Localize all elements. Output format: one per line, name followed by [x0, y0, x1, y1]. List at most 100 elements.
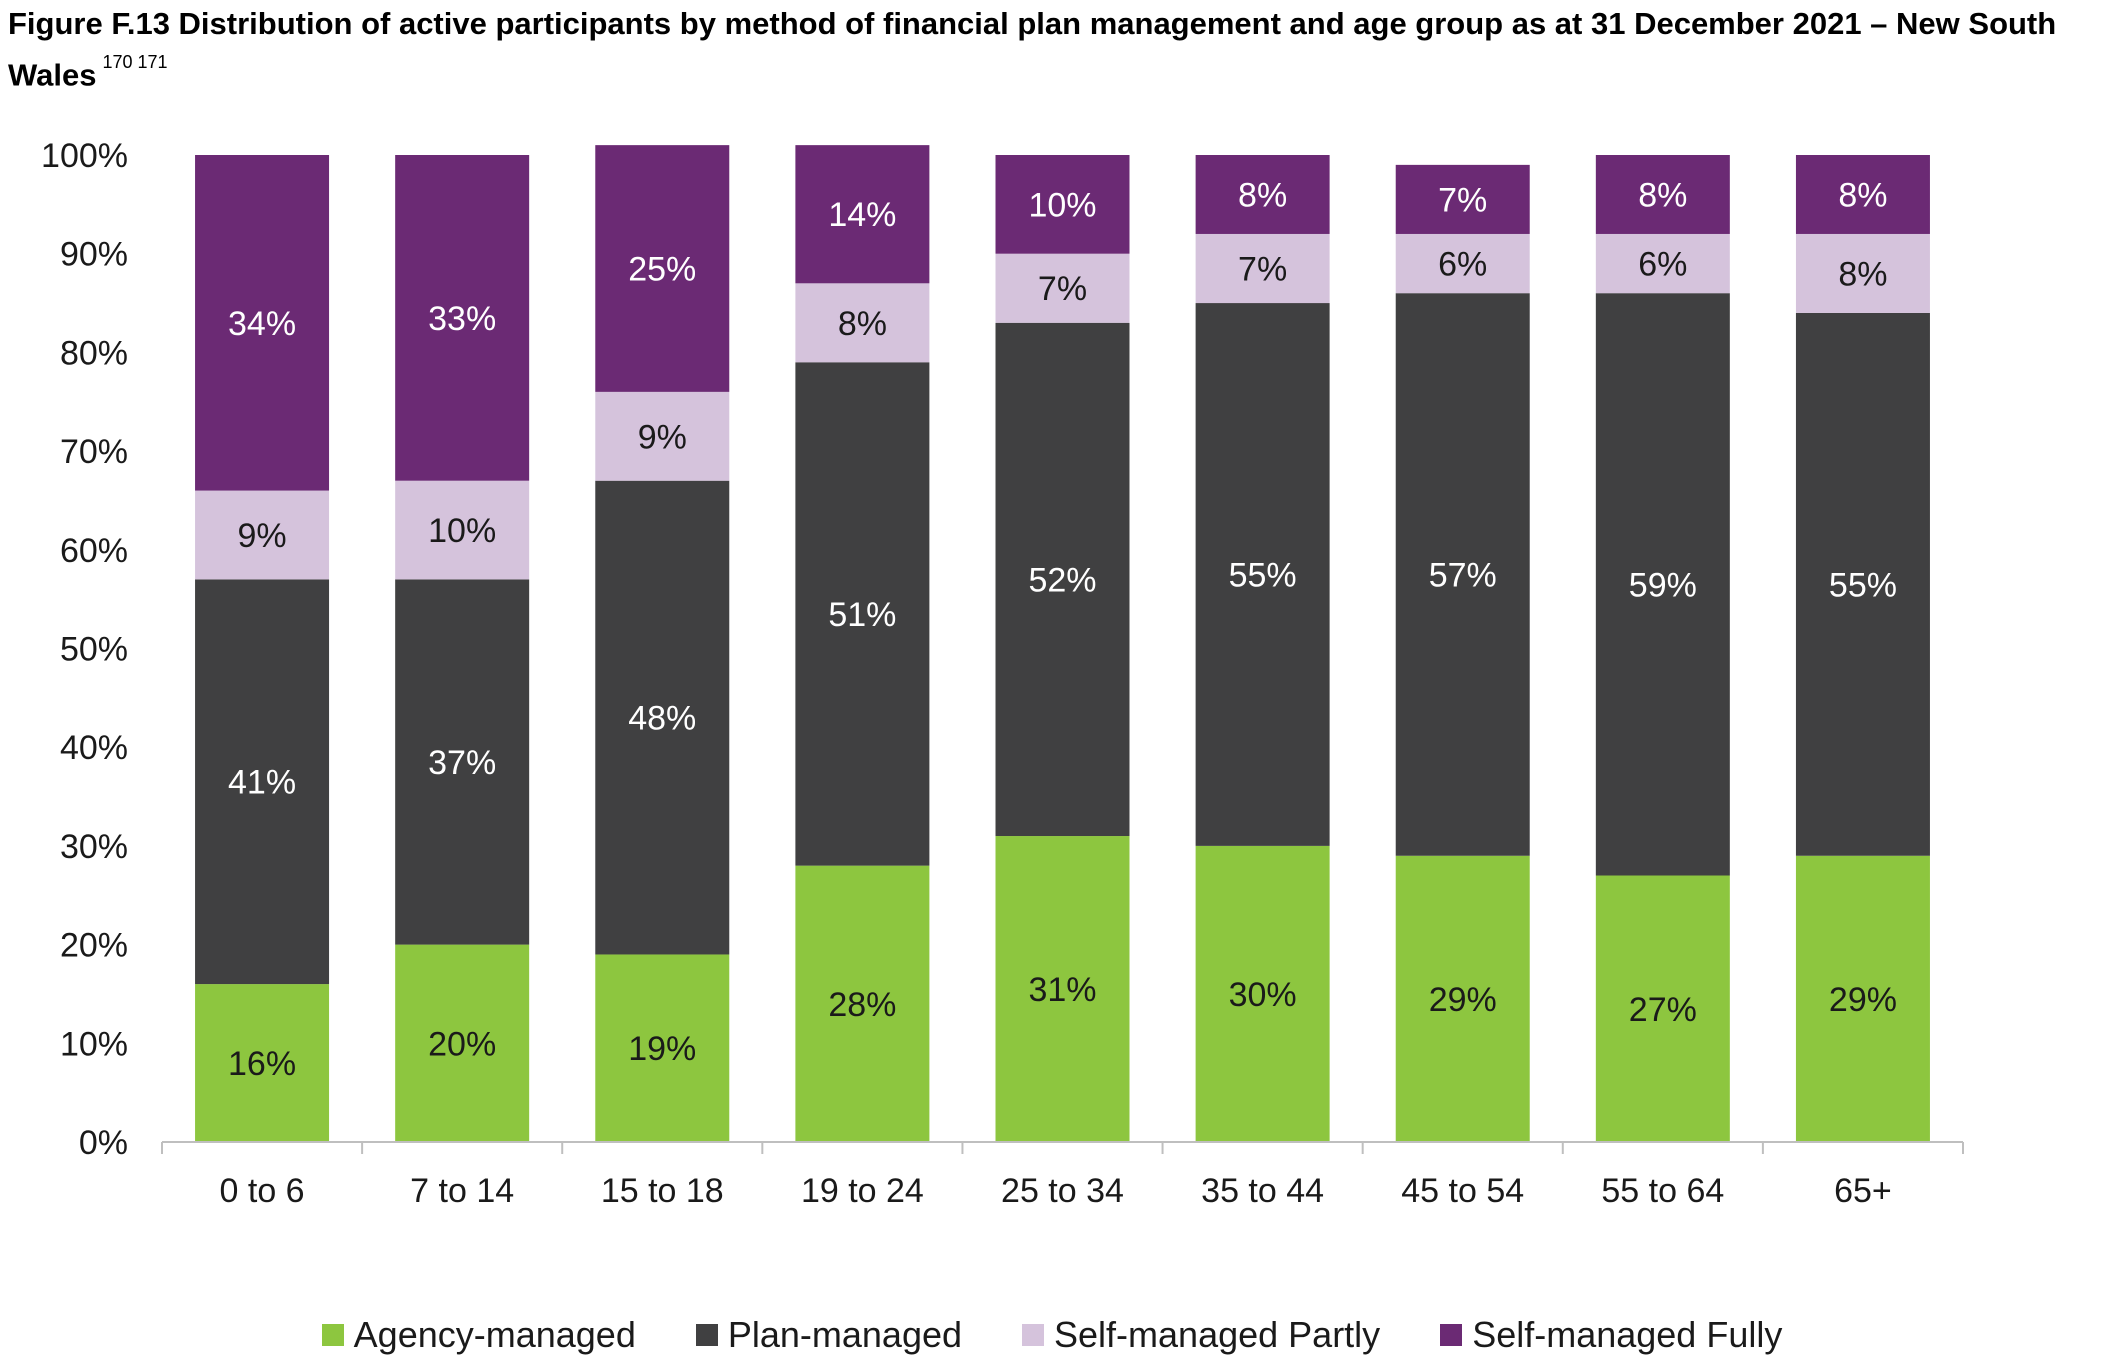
bar-segment: [395, 480, 530, 580]
x-tick-label: 19 to 24: [801, 1172, 924, 1210]
bar-segment: [995, 253, 1130, 323]
bar-segment: [1795, 233, 1930, 313]
bar-segment: [1595, 293, 1730, 876]
legend-label: Self-managed Partly: [1054, 1314, 1381, 1355]
data-label: 8%: [1838, 176, 1887, 214]
bar-segment: [1795, 855, 1930, 1142]
data-label: 29%: [1429, 981, 1497, 1019]
data-label: 7%: [1038, 270, 1087, 308]
data-label: 33%: [428, 300, 496, 338]
y-tick-label: 20%: [60, 927, 128, 965]
y-tick-label: 30%: [60, 828, 128, 866]
legend-label: Agency-managed: [353, 1314, 636, 1355]
data-label: 6%: [1638, 246, 1687, 284]
bar-segment: [195, 579, 330, 985]
data-label: 30%: [1229, 976, 1297, 1014]
data-label: 29%: [1829, 981, 1897, 1019]
bar-segment: [595, 145, 730, 392]
data-label: 34%: [228, 305, 296, 343]
x-tick-label: 55 to 64: [1601, 1172, 1724, 1210]
data-label: 52%: [1028, 561, 1096, 599]
stacked-bar-chart: 0% 10% 20% 30% 40% 50% 60% 70% 80% 90% 100% 16% 41% 9…: [41, 137, 1964, 1210]
y-tick-label: 50%: [60, 631, 128, 669]
x-tick-label: 35 to 44: [1201, 1172, 1324, 1210]
bar-segment: [595, 391, 730, 481]
bar-segment: [1395, 855, 1530, 1142]
data-label: 9%: [237, 517, 286, 555]
bar-segment: [995, 322, 1130, 837]
y-tick-label: 100%: [41, 137, 128, 175]
data-label: 57%: [1429, 556, 1497, 594]
bar-segment: [995, 836, 1130, 1142]
bar-segment: [1195, 303, 1330, 846]
bar-segment: [595, 954, 730, 1142]
legend-label: Plan-managed: [727, 1314, 963, 1355]
data-label: 51%: [828, 596, 896, 634]
bar-segment: [1395, 233, 1530, 294]
bar-segment: [1595, 875, 1730, 1142]
bar-segment: [1195, 155, 1330, 234]
y-tick-label: 40%: [60, 729, 128, 767]
title-footnotes: 170 171: [102, 52, 168, 72]
bar-segment: [1395, 164, 1530, 234]
data-label: 37%: [428, 744, 496, 782]
data-label: 59%: [1629, 566, 1697, 604]
legend-swatch: [1440, 1324, 1463, 1346]
chart-title-text: Figure F.13 Distribution of active parti…: [8, 6, 2057, 93]
legend-item: Self-managed Fully: [1440, 1314, 1782, 1356]
data-label: 31%: [1028, 971, 1096, 1009]
y-tick-label: 70%: [60, 433, 128, 471]
legend-swatch: [1022, 1324, 1045, 1346]
bar-segment: [1595, 155, 1730, 234]
x-tick-label: 0 to 6: [220, 1172, 305, 1210]
data-label: 48%: [628, 700, 696, 738]
legend-swatch: [321, 1324, 344, 1346]
bar-segment: [395, 155, 530, 481]
chart-legend: Agency-managed Plan-managed Self-managed P…: [0, 1310, 2104, 1360]
legend-item: Self-managed Partly: [1022, 1314, 1380, 1356]
bar-segment: [995, 155, 1130, 254]
x-tick-label: 7 to 14: [410, 1172, 514, 1210]
data-label: 14%: [828, 196, 896, 234]
y-tick-label: 10%: [60, 1025, 128, 1063]
bar-segment: [395, 944, 530, 1142]
data-label: 8%: [1838, 255, 1887, 293]
y-tick-label: 90%: [60, 236, 128, 274]
data-label: 8%: [1238, 176, 1287, 214]
bar-segment: [195, 984, 330, 1142]
bar-segment: [795, 283, 930, 363]
bar-segment: [1795, 312, 1930, 856]
data-label: 16%: [228, 1045, 296, 1083]
legend-item: Agency-managed: [321, 1314, 636, 1356]
y-tick-label: 80%: [60, 334, 128, 372]
chart-title: Figure F.13 Distribution of active parti…: [8, 2, 2098, 97]
data-label: 8%: [838, 305, 887, 343]
legend-label: Self-managed Fully: [1472, 1314, 1783, 1355]
y-tick-label: 60%: [60, 532, 128, 570]
x-tick-label: 25 to 34: [1001, 1172, 1124, 1210]
data-label: 27%: [1629, 991, 1697, 1029]
bar-segment: [795, 362, 930, 866]
data-label: 55%: [1829, 566, 1897, 604]
bar-segment: [1195, 233, 1330, 304]
bar-segment: [1395, 293, 1530, 856]
data-label: 55%: [1229, 556, 1297, 594]
data-label: 19%: [628, 1030, 696, 1068]
data-label: 10%: [1028, 186, 1096, 224]
data-label: 20%: [428, 1025, 496, 1063]
data-label: 8%: [1638, 176, 1687, 214]
data-label: 10%: [428, 512, 496, 550]
bar-segment: [395, 579, 530, 945]
legend-item: Plan-managed: [695, 1314, 963, 1356]
bar-segment: [195, 490, 330, 580]
x-tick-label: 45 to 54: [1401, 1172, 1524, 1210]
data-label: 6%: [1438, 246, 1487, 284]
bar-segment: [795, 865, 930, 1142]
bar-segment: [195, 155, 330, 491]
bar-segment: [795, 145, 930, 284]
x-tick-label: 15 to 18: [601, 1172, 724, 1210]
bar-segment: [595, 480, 730, 955]
data-label: 7%: [1238, 251, 1287, 289]
data-label: 7%: [1438, 181, 1487, 219]
data-label: 41%: [228, 764, 296, 802]
